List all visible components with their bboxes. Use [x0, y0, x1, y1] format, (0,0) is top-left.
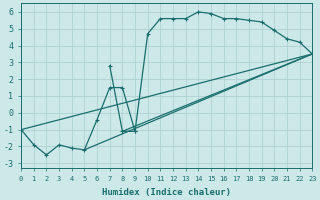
- X-axis label: Humidex (Indice chaleur): Humidex (Indice chaleur): [102, 188, 231, 197]
